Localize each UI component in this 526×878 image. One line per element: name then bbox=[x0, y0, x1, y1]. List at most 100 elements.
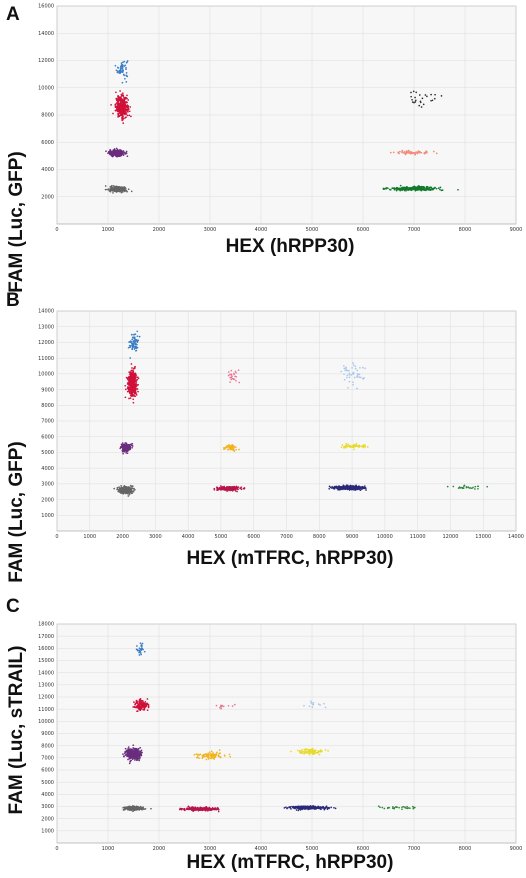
data-point bbox=[107, 151, 110, 153]
data-point bbox=[234, 370, 237, 373]
data-point bbox=[113, 487, 116, 490]
y-tick-label-b: 5000 bbox=[41, 450, 54, 456]
data-point bbox=[474, 488, 476, 490]
y-tick-label-a: 2000 bbox=[41, 194, 54, 200]
x-axis-title-a: HEX (hRPP30) bbox=[226, 236, 355, 257]
cluster-b-8 bbox=[340, 362, 366, 390]
data-point bbox=[218, 755, 221, 758]
data-point bbox=[112, 112, 114, 115]
data-point bbox=[343, 447, 345, 449]
y-tick-label-c: 3000 bbox=[41, 804, 54, 810]
data-point bbox=[135, 648, 138, 651]
data-point bbox=[229, 447, 232, 450]
data-point bbox=[418, 186, 421, 189]
data-point bbox=[223, 487, 226, 490]
x-tick-label-b: 6000 bbox=[247, 534, 260, 540]
data-point bbox=[127, 390, 130, 392]
data-point bbox=[117, 151, 119, 153]
data-point bbox=[352, 383, 354, 386]
data-point bbox=[133, 391, 135, 394]
data-point bbox=[141, 703, 144, 706]
data-point bbox=[210, 750, 213, 753]
data-point bbox=[137, 751, 140, 754]
data-point bbox=[114, 104, 117, 106]
data-point bbox=[338, 485, 341, 488]
data-point bbox=[121, 189, 124, 192]
data-point bbox=[225, 488, 228, 490]
data-point bbox=[417, 150, 420, 153]
cluster-b-4 bbox=[113, 484, 136, 497]
data-point bbox=[128, 383, 130, 386]
data-point bbox=[435, 152, 438, 155]
data-point bbox=[127, 386, 130, 389]
data-point bbox=[345, 444, 347, 447]
data-point bbox=[128, 379, 130, 381]
data-point bbox=[208, 751, 211, 754]
data-point bbox=[362, 445, 365, 448]
data-point bbox=[138, 700, 140, 703]
x-axis-title-b: HEX (mTFRC, hRPP30) bbox=[187, 548, 394, 569]
data-point bbox=[109, 151, 112, 154]
data-point bbox=[409, 187, 412, 189]
y-tick-label-c: 5000 bbox=[41, 780, 54, 786]
data-point bbox=[317, 751, 319, 753]
data-point bbox=[121, 113, 124, 116]
data-point bbox=[218, 752, 221, 755]
x-tick-label-c: 2000 bbox=[153, 846, 166, 852]
data-point bbox=[116, 149, 119, 152]
data-point bbox=[128, 448, 131, 451]
data-point bbox=[216, 488, 218, 491]
data-point bbox=[205, 758, 208, 761]
data-point bbox=[133, 341, 136, 343]
data-point bbox=[223, 754, 226, 757]
x-tick-label-a: 3000 bbox=[204, 227, 217, 233]
y-tick-label-c: 10000 bbox=[38, 719, 54, 725]
data-point bbox=[132, 810, 134, 813]
data-point bbox=[227, 374, 230, 377]
data-point bbox=[138, 698, 141, 701]
data-point bbox=[342, 488, 344, 491]
data-point bbox=[120, 62, 123, 64]
data-point bbox=[343, 373, 345, 376]
data-point bbox=[125, 150, 128, 153]
data-point bbox=[119, 488, 121, 490]
data-point bbox=[348, 444, 350, 447]
data-point bbox=[115, 102, 118, 104]
data-point bbox=[133, 487, 135, 490]
data-point bbox=[120, 191, 123, 194]
data-point bbox=[110, 185, 113, 188]
data-point bbox=[136, 645, 138, 647]
data-point bbox=[354, 367, 357, 370]
cluster-b-11 bbox=[446, 484, 489, 490]
data-point bbox=[303, 805, 306, 808]
x-tick-label-b: 8000 bbox=[313, 534, 326, 540]
data-point bbox=[128, 489, 131, 492]
plot-area-b: 0 1000 2000 3000 4000 5000 6000 7000 8000 9000 100… bbox=[38, 309, 524, 540]
data-point bbox=[131, 374, 134, 377]
data-point bbox=[196, 756, 198, 759]
data-point bbox=[312, 703, 315, 706]
cluster-b-9 bbox=[340, 442, 369, 451]
data-point bbox=[104, 185, 107, 187]
data-point bbox=[345, 442, 348, 445]
data-point bbox=[134, 808, 137, 811]
data-point bbox=[239, 487, 241, 490]
data-point bbox=[340, 370, 343, 373]
data-point bbox=[132, 342, 135, 345]
data-point bbox=[231, 489, 234, 492]
data-point bbox=[393, 188, 396, 191]
data-point bbox=[213, 754, 216, 757]
data-point bbox=[231, 375, 233, 378]
data-point bbox=[354, 487, 356, 490]
data-point bbox=[118, 72, 120, 74]
data-point bbox=[327, 750, 329, 752]
data-point bbox=[410, 91, 412, 94]
data-point bbox=[329, 486, 332, 489]
data-point bbox=[434, 187, 436, 189]
data-point bbox=[396, 187, 399, 190]
data-point bbox=[323, 702, 325, 705]
data-point bbox=[144, 808, 147, 810]
data-point bbox=[214, 808, 217, 811]
data-point bbox=[133, 377, 136, 380]
data-point bbox=[127, 188, 130, 191]
